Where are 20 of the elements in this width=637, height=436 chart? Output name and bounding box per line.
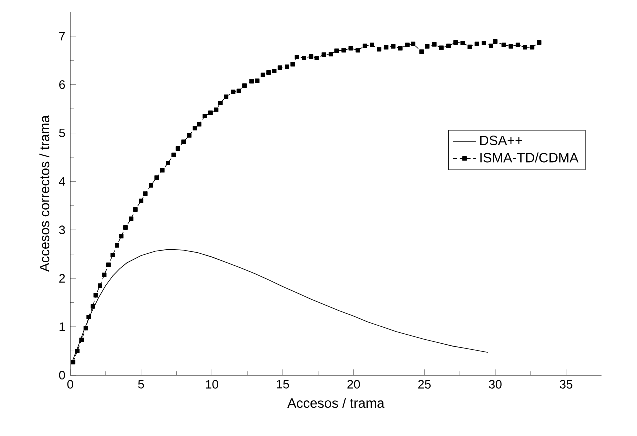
x-tick-label: 25 (418, 380, 431, 389)
x-axis-title: Accesos / trama (288, 398, 385, 408)
y-tick-label: 4 (59, 177, 66, 186)
y-tick-label: 3 (59, 226, 66, 234)
y-axis-title: Accesos correctos / trama (40, 115, 50, 272)
x-tick-label: 0 (68, 380, 74, 389)
x-tick-label: 10 (206, 380, 218, 389)
y-tick-label: 0 (59, 370, 66, 380)
x-tick-label: 5 (138, 380, 144, 389)
x-tick-label: 35 (560, 380, 573, 389)
legend-label: ISMA-TD/CDMA (480, 152, 579, 162)
x-tick-label: 15 (277, 380, 290, 389)
x-tick-label: 20 (348, 380, 360, 389)
y-tick-label: 2 (60, 274, 66, 283)
y-tick-label: 5 (59, 128, 66, 138)
x-tick-label: 30 (489, 380, 502, 389)
legend-label: DSA++ (480, 136, 522, 146)
y-tick-label: 6 (60, 80, 66, 89)
y-tick-label: 7 (60, 32, 66, 40)
y-tick-label: 1 (60, 322, 66, 331)
